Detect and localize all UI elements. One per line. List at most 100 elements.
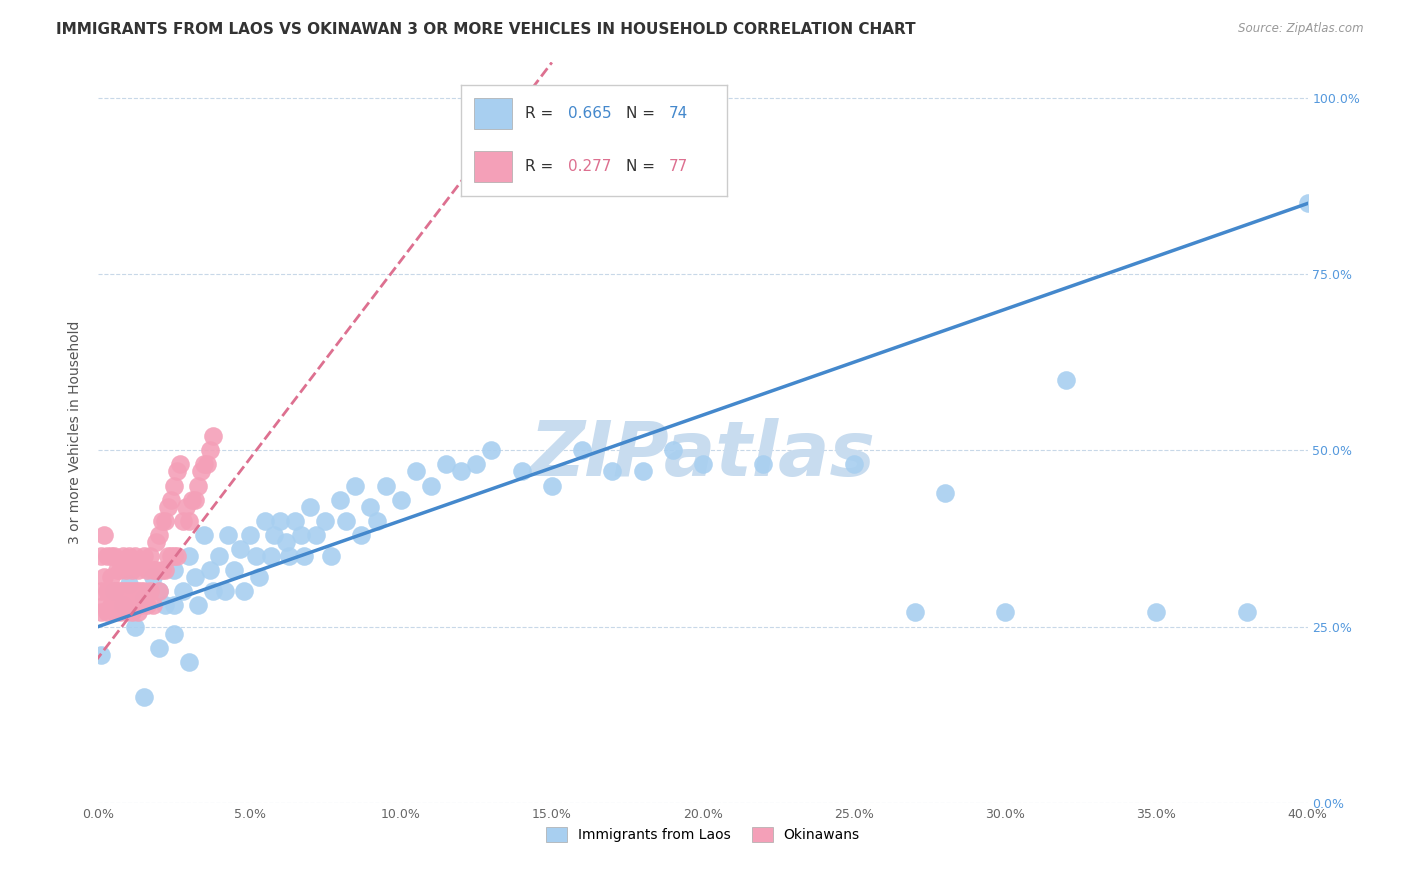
Point: [187, 599, 209, 613]
Point: [217, 528, 239, 542]
Point: [253, 514, 276, 528]
Point: [229, 541, 252, 556]
Point: [844, 458, 866, 472]
Point: [118, 584, 141, 599]
Point: [132, 549, 155, 563]
Point: [277, 549, 299, 563]
Point: [934, 485, 956, 500]
Point: [434, 458, 457, 472]
Point: [172, 514, 194, 528]
Point: [224, 563, 246, 577]
Point: [139, 584, 162, 599]
Point: [260, 549, 283, 563]
Point: [103, 606, 125, 620]
Point: [135, 599, 157, 613]
Point: [187, 478, 209, 492]
Point: [114, 606, 136, 620]
Point: [239, 528, 262, 542]
Point: [160, 492, 183, 507]
Point: [148, 584, 170, 599]
Text: ZIPatlas: ZIPatlas: [530, 417, 876, 491]
Legend: Immigrants from Laos, Okinawans: Immigrants from Laos, Okinawans: [541, 822, 865, 847]
Point: [1054, 373, 1077, 387]
Point: [163, 626, 186, 640]
Point: [692, 458, 714, 472]
Point: [214, 584, 236, 599]
Point: [142, 570, 165, 584]
Point: [335, 514, 357, 528]
Point: [299, 500, 322, 514]
Point: [174, 500, 197, 514]
Point: [124, 599, 146, 613]
Point: [108, 606, 131, 620]
Point: [200, 443, 222, 458]
Point: [166, 464, 188, 478]
Point: [139, 549, 162, 563]
Point: [114, 584, 136, 599]
Point: [148, 528, 170, 542]
Point: [111, 599, 134, 613]
Point: [148, 640, 170, 655]
Point: [202, 584, 225, 599]
Point: [118, 549, 141, 563]
Point: [121, 563, 143, 577]
Point: [481, 443, 503, 458]
Point: [202, 429, 225, 443]
Point: [166, 549, 188, 563]
Point: [181, 492, 204, 507]
Point: [344, 478, 367, 492]
Point: [314, 514, 336, 528]
Point: [124, 549, 146, 563]
Point: [132, 584, 155, 599]
Point: [118, 577, 141, 591]
Point: [263, 528, 285, 542]
Point: [193, 458, 215, 472]
Point: [103, 584, 125, 599]
Point: [540, 478, 562, 492]
Point: [127, 606, 149, 620]
Point: [105, 563, 128, 577]
Point: [145, 535, 167, 549]
Point: [247, 570, 270, 584]
Point: [193, 528, 215, 542]
Point: [450, 464, 472, 478]
Point: [1296, 196, 1319, 211]
Point: [360, 500, 382, 514]
Point: [100, 599, 122, 613]
Point: [124, 619, 146, 633]
Text: Source: ZipAtlas.com: Source: ZipAtlas.com: [1239, 22, 1364, 36]
Point: [172, 584, 194, 599]
Point: [100, 549, 122, 563]
Point: [200, 563, 222, 577]
Point: [121, 584, 143, 599]
Point: [121, 606, 143, 620]
Point: [163, 599, 186, 613]
Point: [93, 570, 115, 584]
Point: [156, 549, 179, 563]
Point: [90, 606, 112, 620]
Point: [163, 549, 186, 563]
Point: [245, 549, 267, 563]
Point: [374, 478, 396, 492]
Point: [292, 549, 315, 563]
Y-axis label: 3 or more Vehicles in Household: 3 or more Vehicles in Household: [69, 321, 83, 544]
Point: [108, 563, 131, 577]
Point: [129, 584, 152, 599]
Point: [132, 690, 155, 704]
Point: [111, 584, 134, 599]
Point: [90, 584, 112, 599]
Point: [465, 458, 488, 472]
Point: [1144, 606, 1167, 620]
Point: [153, 599, 176, 613]
Point: [127, 563, 149, 577]
Point: [93, 599, 115, 613]
Point: [127, 584, 149, 599]
Point: [96, 584, 118, 599]
Point: [142, 599, 165, 613]
Point: [752, 458, 775, 472]
Point: [156, 500, 179, 514]
Point: [90, 648, 112, 662]
Point: [269, 514, 291, 528]
Point: [105, 584, 128, 599]
Point: [904, 606, 927, 620]
